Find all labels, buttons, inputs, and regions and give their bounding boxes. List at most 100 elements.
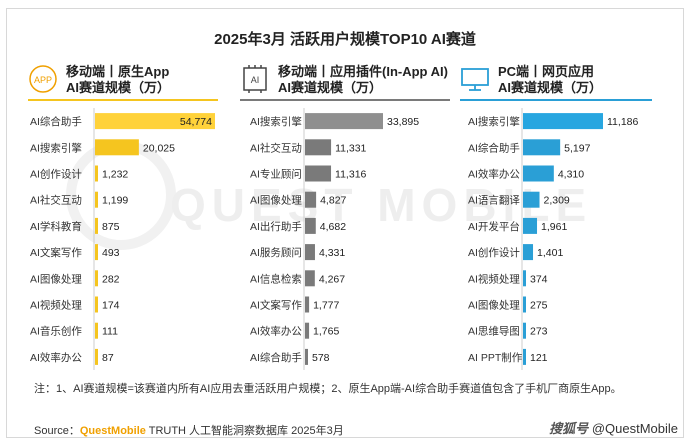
source-brand: QuestMobile bbox=[79, 425, 146, 437]
bar bbox=[523, 270, 526, 287]
panel-header-pc-web: PC端丨网页应用 AI赛道规模（万） bbox=[460, 62, 652, 101]
value-label: 4,267 bbox=[319, 273, 345, 285]
bar bbox=[95, 191, 98, 208]
bar bbox=[95, 165, 98, 182]
value-label: 275 bbox=[530, 300, 548, 312]
panel-title-line1: 移动端丨应用插件(In-App AI) bbox=[278, 64, 448, 79]
category-label: AI搜索引擎 bbox=[30, 141, 82, 154]
bar bbox=[523, 217, 538, 234]
chart-pc-web: AI搜索引擎 11,186 AI综合助手 5,197 AI效率办公 4,310 AI语言翻译… bbox=[468, 108, 638, 370]
category-label: AI音乐创作 bbox=[30, 325, 82, 338]
value-label: 1,199 bbox=[102, 195, 128, 207]
value-label: 4,331 bbox=[319, 247, 345, 259]
source-prefix: Source： bbox=[34, 425, 80, 437]
source-rest: TRUTH 人工智能洞察数据库 2025年3月 bbox=[145, 425, 344, 437]
value-label: 33,895 bbox=[387, 116, 419, 128]
bar bbox=[305, 348, 308, 365]
value-label: 174 bbox=[102, 300, 120, 312]
value-label: 87 bbox=[102, 352, 114, 364]
value-label: 11,316 bbox=[335, 169, 366, 181]
ai-plugin-icon: AI bbox=[243, 65, 267, 93]
panel-title-line2: AI赛道规模（万） bbox=[278, 80, 383, 95]
category-label: AI开发平台 bbox=[468, 220, 520, 233]
category-label: AI社交互动 bbox=[250, 141, 302, 154]
panel-header-in-app-ai: AI 移动端丨应用插件(In-App AI) AI赛道规模（万） bbox=[240, 62, 450, 101]
category-label: AI图像处理 bbox=[468, 300, 520, 312]
value-label: 875 bbox=[102, 221, 120, 233]
value-label: 4,310 bbox=[558, 169, 584, 181]
value-label: 111 bbox=[102, 326, 118, 338]
watermark-handle: @QuestMobile bbox=[591, 421, 678, 436]
bar bbox=[523, 165, 554, 182]
category-label: AI综合助手 bbox=[30, 115, 82, 128]
panel-title-line1: PC端丨网页应用 bbox=[498, 64, 595, 79]
bar bbox=[95, 296, 98, 313]
panel-header-native-app: APP 移动端丨原生App AI赛道规模（万） bbox=[28, 62, 218, 101]
category-label: AI图像处理 bbox=[250, 195, 302, 207]
panel-underline bbox=[240, 99, 450, 101]
value-label: 1,401 bbox=[537, 247, 563, 259]
panel-title-line2: AI赛道规模（万） bbox=[498, 80, 603, 95]
bar bbox=[523, 191, 540, 208]
category-label: AI创作设计 bbox=[30, 168, 82, 181]
svg-text:AI: AI bbox=[251, 75, 260, 85]
value-label: 1,777 bbox=[313, 300, 339, 312]
category-label: AI出行助手 bbox=[250, 220, 302, 233]
footnote: 注：1、AI赛道规模=该赛道内所有AI应用去重活跃用户规模；2、原生App端-A… bbox=[34, 383, 622, 395]
bar bbox=[523, 296, 526, 313]
category-label: AI学科教育 bbox=[30, 220, 82, 233]
source-line: Source：QuestMobile TRUTH 人工智能洞察数据库 2025年… bbox=[34, 422, 344, 438]
value-label: 11,186 bbox=[607, 116, 638, 128]
category-label: AI效率办公 bbox=[30, 351, 82, 364]
value-label: 282 bbox=[102, 273, 120, 285]
chart-title: 2025年3月 活跃用户规模TOP10 AI赛道 bbox=[214, 31, 476, 48]
value-label: 20,025 bbox=[143, 142, 175, 154]
bar bbox=[95, 244, 98, 261]
value-label: 1,232 bbox=[102, 169, 128, 181]
category-label: AI社交互动 bbox=[30, 194, 82, 207]
app-badge-icon: APP bbox=[29, 65, 57, 93]
chart-native-app: AI综合助手 54,774 AI搜索引擎 20,025 AI创作设计 1,232 AI社交互… bbox=[30, 108, 215, 370]
category-label: AI语言翻译 bbox=[468, 194, 520, 207]
bar bbox=[305, 296, 310, 313]
category-label: AI综合助手 bbox=[250, 351, 302, 364]
value-label: 11,331 bbox=[335, 142, 366, 154]
bar bbox=[305, 322, 310, 339]
bar bbox=[305, 217, 316, 234]
panel-underline bbox=[28, 99, 218, 101]
watermark-logo: 搜狐号 @QuestMobile bbox=[549, 418, 678, 437]
value-label: 273 bbox=[530, 326, 548, 338]
monitor-icon bbox=[461, 68, 489, 91]
bar bbox=[305, 244, 315, 261]
bar bbox=[305, 191, 317, 208]
svg-text:APP: APP bbox=[34, 75, 52, 85]
category-label: AI效率办公 bbox=[250, 325, 302, 338]
bar bbox=[305, 139, 332, 156]
category-label: AI专业顾问 bbox=[250, 168, 302, 181]
bar bbox=[523, 244, 534, 261]
category-label: AI信息检索 bbox=[250, 272, 302, 285]
bar bbox=[305, 165, 332, 182]
value-label: 5,197 bbox=[564, 142, 590, 154]
value-label: 4,827 bbox=[320, 195, 346, 207]
watermark-glyph: 搜狐号 bbox=[549, 421, 589, 436]
category-label: AI创作设计 bbox=[468, 246, 520, 259]
bar bbox=[523, 139, 561, 156]
category-label: AI视频处理 bbox=[30, 299, 82, 312]
bar bbox=[305, 270, 315, 287]
bar bbox=[523, 348, 526, 365]
value-label: 54,774 bbox=[180, 116, 212, 128]
bar bbox=[95, 348, 98, 365]
value-label: 2,309 bbox=[544, 195, 570, 207]
bar bbox=[523, 113, 603, 130]
value-label: 1,765 bbox=[313, 326, 339, 338]
bar bbox=[95, 113, 215, 130]
value-label: 121 bbox=[530, 352, 548, 364]
category-label: AI效率办公 bbox=[468, 168, 520, 181]
value-label: 493 bbox=[102, 247, 120, 259]
panel-title-line2: AI赛道规模（万） bbox=[66, 80, 171, 95]
bar bbox=[95, 217, 98, 234]
category-label: AI搜索引擎 bbox=[468, 115, 520, 128]
category-label: AI文案写作 bbox=[250, 299, 302, 312]
value-label: 1,961 bbox=[541, 221, 567, 233]
